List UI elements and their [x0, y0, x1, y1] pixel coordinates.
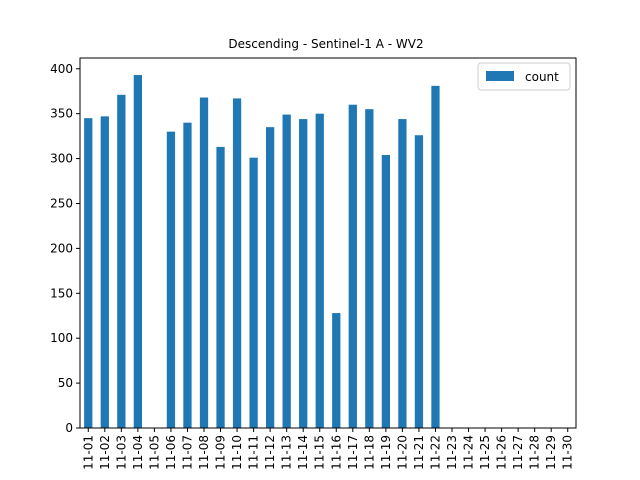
x-tick-label: 11-03	[114, 435, 128, 470]
plot-frame	[79, 57, 577, 429]
bar-11-17	[348, 104, 357, 428]
y-tick-label: 250	[50, 196, 73, 210]
legend-frame	[477, 62, 571, 91]
bar-11-07	[183, 122, 192, 428]
bar-11-19	[381, 154, 390, 429]
x-tick-label: 11-24	[462, 435, 476, 470]
bar-11-20	[398, 119, 407, 428]
x-tick-label: 11-20	[395, 435, 409, 470]
x-tick-label: 11-15	[313, 435, 327, 470]
y-tick-label: 0	[65, 421, 73, 435]
x-tick-label: 11-06	[164, 435, 178, 470]
x-tick-label: 11-30	[561, 435, 575, 470]
x-tick-label: 11-23	[445, 435, 459, 470]
y-tick-label: 350	[50, 107, 73, 121]
legend-label-count: count	[525, 70, 559, 84]
x-tick-label: 11-26	[495, 435, 509, 470]
chart-title: Descending - Sentinel-1 A - WV2	[228, 37, 423, 51]
y-tick-label: 50	[58, 376, 73, 390]
x-tick-label: 11-19	[379, 435, 393, 470]
bar-11-04	[133, 75, 142, 428]
bar-11-08	[199, 97, 209, 428]
x-tick-label: 11-08	[197, 435, 211, 470]
x-tick-label: 11-21	[412, 435, 426, 470]
x-tick-label: 11-16	[329, 435, 343, 470]
bar-11-09	[216, 146, 225, 428]
x-tick-label: 11-28	[528, 435, 542, 470]
y-tick-label: 100	[50, 331, 73, 345]
bar-11-14	[299, 119, 308, 428]
legend-swatch	[486, 71, 514, 81]
legend: count	[477, 62, 571, 91]
x-tick-label: 11-18	[362, 435, 376, 470]
bars-group	[84, 75, 440, 429]
x-tick-label: 11-07	[180, 435, 194, 470]
bar-11-13	[282, 114, 291, 428]
axes-group: 11-01 11-02 11-03 11-04 11-05 11-06 11-07 11-08…	[50, 57, 577, 470]
bar-11-01	[84, 118, 93, 429]
x-tick-label: 11-22	[428, 435, 442, 470]
y-tick-label: 200	[50, 241, 73, 255]
bar-11-06	[166, 131, 176, 428]
x-tick-label: 11-09	[214, 435, 228, 470]
bar-11-16	[332, 313, 341, 428]
x-tick-label: 11-10	[230, 435, 244, 470]
bar-11-03	[117, 94, 126, 428]
bar-11-02	[100, 116, 109, 429]
x-tick-label: 11-02	[98, 435, 112, 470]
y-tick-label: 400	[50, 62, 73, 76]
x-tick-label: 11-29	[544, 435, 558, 470]
x-tick-label: 11-13	[280, 435, 294, 470]
x-tick-label: 11-25	[478, 435, 492, 470]
y-tick-label: 300	[50, 152, 73, 166]
x-tick-label: 11-17	[346, 435, 360, 470]
bar-11-18	[365, 109, 374, 428]
bar-11-15	[315, 113, 324, 429]
bar-11-11	[249, 157, 258, 428]
x-tick-label: 11-14	[296, 435, 310, 470]
bar-11-10	[232, 98, 242, 428]
bar-11-21	[414, 135, 424, 429]
x-tick-label: 11-11	[247, 435, 261, 470]
y-tick-label: 150	[50, 286, 73, 300]
x-tick-label: 11-01	[81, 435, 95, 470]
x-tick-label: 11-04	[131, 435, 145, 470]
x-tick-label: 11-05	[147, 435, 161, 470]
bar-11-22	[431, 85, 440, 428]
x-tick-label: 11-27	[511, 435, 525, 470]
bar-11-12	[266, 127, 275, 429]
x-tick-label: 11-12	[263, 435, 277, 470]
